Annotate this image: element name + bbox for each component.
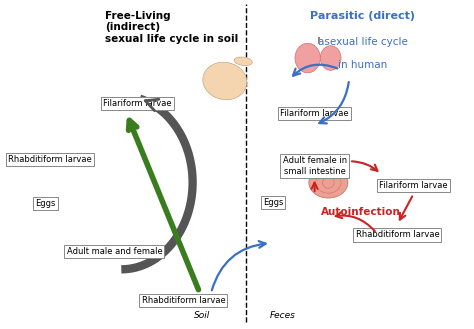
Text: Rhabditiform larvae: Rhabditiform larvae	[8, 155, 92, 164]
Text: Eggs: Eggs	[35, 199, 55, 208]
Ellipse shape	[309, 167, 348, 198]
Ellipse shape	[203, 62, 247, 100]
Text: in human: in human	[338, 60, 388, 70]
Text: Free-Living
(indirect)
sexual life cycle in soil: Free-Living (indirect) sexual life cycle…	[105, 11, 238, 44]
Text: Parasitic (direct): Parasitic (direct)	[310, 11, 415, 20]
Text: Adult female in
small intestine: Adult female in small intestine	[283, 156, 346, 176]
Text: Filariform larvae: Filariform larvae	[280, 109, 349, 118]
Text: Autoinfection: Autoinfection	[320, 207, 401, 217]
Text: Eggs: Eggs	[263, 198, 283, 207]
Text: Adult male and female: Adult male and female	[66, 247, 162, 256]
Text: asexual life cycle: asexual life cycle	[318, 37, 408, 47]
Text: Filariform larvae: Filariform larvae	[103, 99, 172, 108]
Text: Rhabditiform larvae: Rhabditiform larvae	[356, 230, 439, 240]
Ellipse shape	[295, 43, 320, 73]
Text: Filariform larvae: Filariform larvae	[379, 181, 448, 190]
Ellipse shape	[320, 46, 341, 70]
Ellipse shape	[234, 57, 252, 65]
Text: Feces: Feces	[269, 311, 295, 320]
Text: Rhabditiform larvae: Rhabditiform larvae	[142, 296, 225, 305]
Text: Soil: Soil	[194, 311, 210, 320]
